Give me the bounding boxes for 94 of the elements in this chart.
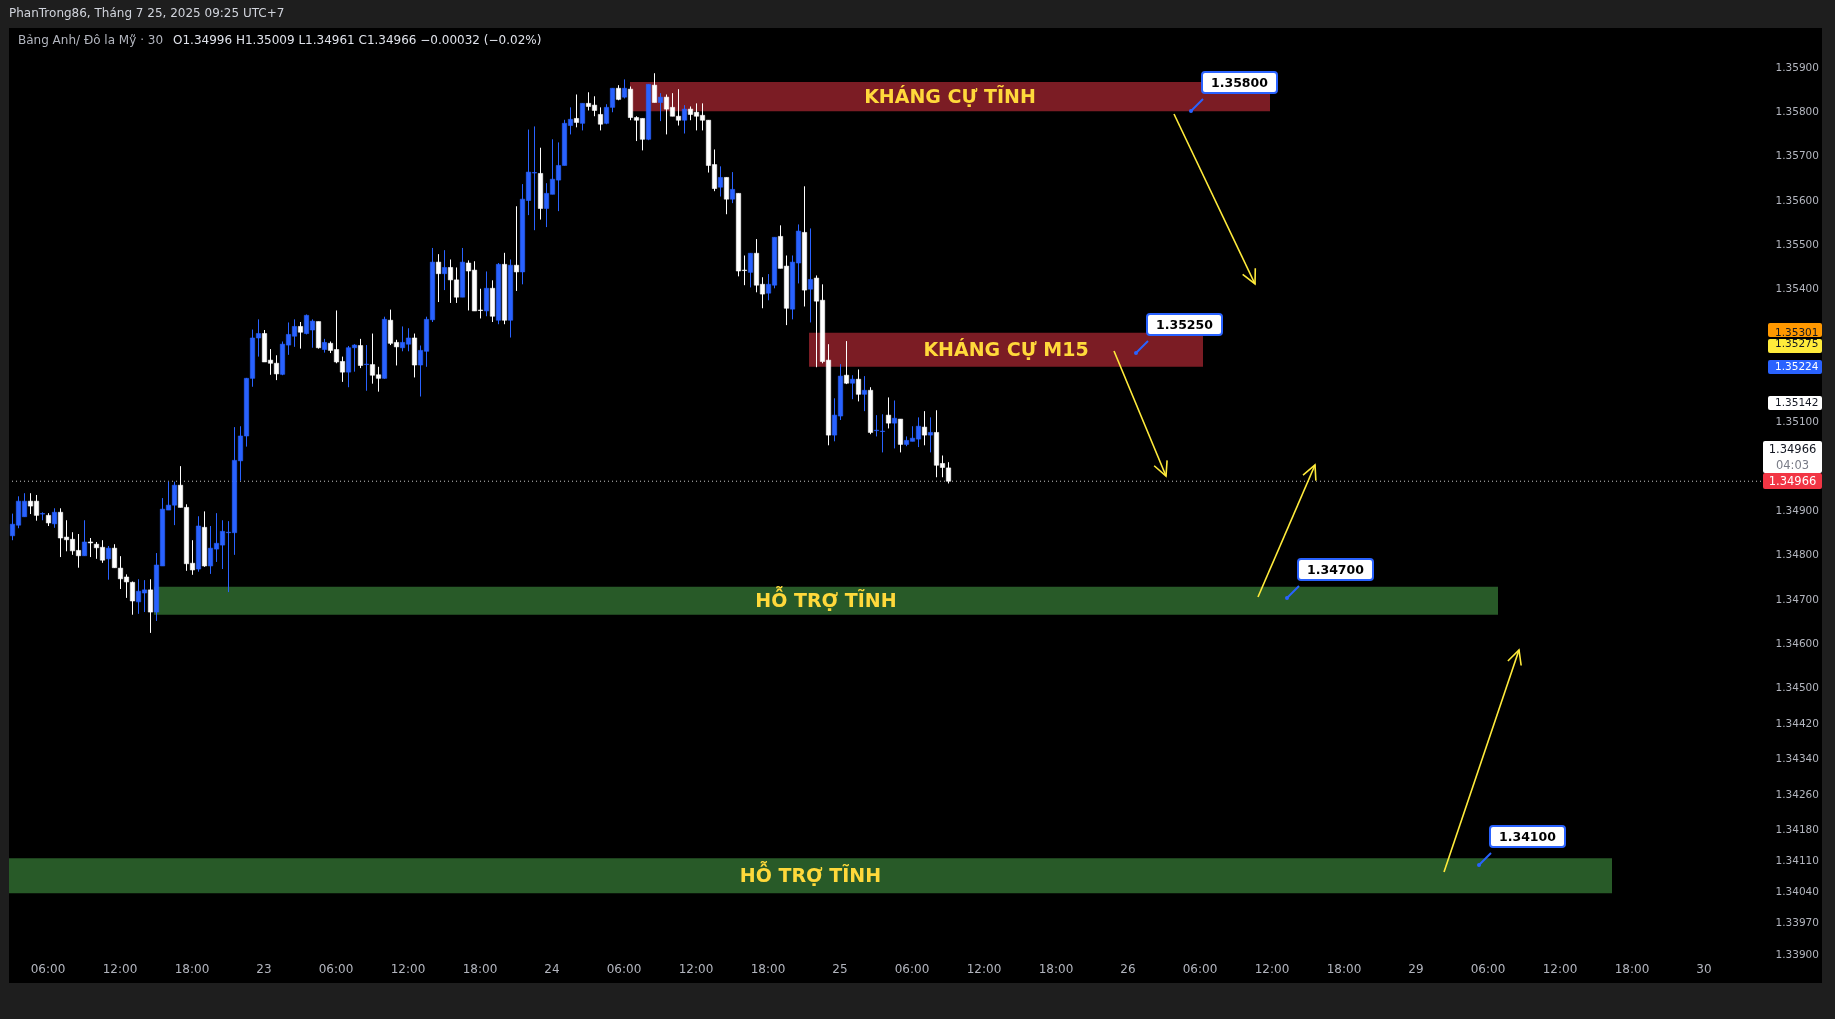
candlestick: [106, 545, 111, 581]
x-tick-label: 12:00: [1542, 961, 1578, 976]
y-tick-label: 1.35700: [1775, 149, 1819, 162]
candlestick: [886, 396, 891, 429]
candlestick: [682, 104, 687, 135]
text: 04:03: [1774, 457, 1811, 474]
x-tick-label: 18:00: [1326, 961, 1362, 976]
candlestick: [514, 205, 519, 292]
candlestick: [436, 253, 441, 303]
candlestick: [442, 249, 447, 291]
y-tick-label: 1.34260: [1775, 787, 1819, 800]
chart-subtitle: O1.34996 H1.35009 L1.34961 C1.34966 −0.00032 (−0.02%): [173, 33, 542, 47]
candlestick: [112, 543, 117, 569]
y-tick-label: 1.35100: [1775, 415, 1819, 428]
y-tick-label: 1.35500: [1775, 237, 1819, 250]
band-label: KHÁNG CỰ TĨNH: [864, 83, 1036, 107]
candlestick: [844, 340, 849, 385]
chart-title: Bảng Anh/ Đô la Mỹ · 30: [18, 33, 164, 47]
y-tick-label: 1.34800: [1775, 548, 1819, 561]
y-tick-label: 1.34110: [1775, 854, 1819, 867]
x-tick-label: 12:00: [678, 961, 714, 976]
x-tick-label: 12:00: [966, 961, 1002, 976]
annotation: 1.34700: [1297, 558, 1374, 581]
band-label: KHÁNG CỰ M15: [923, 337, 1089, 360]
y-tick-label: 1.34700: [1775, 592, 1819, 605]
y-tick-label: 1.34180: [1775, 823, 1819, 836]
candlestick: [658, 92, 663, 122]
y-tick-label: 1.35275: [1775, 337, 1819, 350]
x-tick-label: 18:00: [1038, 961, 1074, 976]
band-label: HỖ TRỢ TĨNH: [739, 859, 882, 886]
x-tick-label: 26: [1120, 961, 1136, 976]
x-tick-label: 12:00: [390, 961, 426, 976]
candlestick: [580, 102, 585, 131]
candlestick: [298, 321, 303, 350]
candlestick: [862, 375, 867, 412]
y-tick-label: 1.33970: [1775, 916, 1819, 929]
y-tick-label: 1.33900: [1775, 947, 1819, 960]
y-tick-label: 1.35142: [1775, 396, 1819, 409]
y-tick-label: 1.34900: [1775, 504, 1819, 516]
x-tick-label: 06:00: [1470, 961, 1506, 976]
x-tick-label: 12:00: [1254, 961, 1290, 976]
candlestick: [88, 537, 93, 558]
x-tick-label: 23: [256, 961, 272, 976]
candlestick: [892, 400, 897, 449]
x-tick-label: 06:00: [318, 961, 354, 976]
x-tick-label: 06:00: [30, 961, 66, 976]
y-tick-label: 1.35800: [1775, 104, 1819, 117]
x-tick-label: 18:00: [1614, 961, 1650, 976]
annotation: 1.35800: [1201, 71, 1278, 94]
y-tick-label: 1.34040: [1775, 885, 1819, 898]
candlestick: [718, 165, 723, 197]
candlestick: [148, 578, 153, 634]
candlestick: [364, 344, 369, 392]
x-tick-label: 30: [1696, 961, 1712, 976]
candlestick: [82, 519, 87, 557]
candlestick: [574, 94, 579, 128]
x-tick-label: 25: [832, 961, 848, 976]
candlestick: [52, 507, 57, 529]
x-tick-label: 18:00: [750, 961, 786, 976]
candlestick: [748, 252, 753, 288]
candlestick: [358, 338, 363, 369]
band-label: HỖ TRỢ TĨNH: [755, 584, 897, 611]
y-tick-label: 1.34340: [1775, 752, 1819, 765]
ref-line-label: 1.34966: [1763, 473, 1822, 490]
candlestick: [856, 368, 861, 402]
x-tick-label: 24: [544, 961, 560, 976]
y-tick-label: 1.34600: [1775, 637, 1819, 650]
candlestick: [928, 416, 933, 453]
candlestick: [850, 374, 855, 400]
annotation: 1.35250: [1146, 313, 1223, 336]
text: 1.34966: [1767, 441, 1818, 458]
text: PhanTrong86, Tháng 7 25, 2025 09:25 UTC+7: [9, 6, 285, 20]
candlestick: [730, 171, 735, 204]
x-tick-label: 06:00: [894, 961, 930, 976]
x-tick-label: 18:00: [174, 961, 210, 976]
y-tick-label: 1.35400: [1775, 282, 1819, 295]
y-tick-label: 1.34500: [1775, 681, 1819, 694]
y-tick-label: 1.35600: [1775, 193, 1819, 206]
candlestick: [598, 106, 603, 131]
y-tick-label: 1.35224: [1775, 359, 1819, 372]
candlestick: [808, 227, 813, 323]
x-tick-label: 12:00: [102, 961, 138, 976]
x-tick-label: 06:00: [606, 961, 642, 976]
candlestick: [922, 410, 927, 446]
x-tick-label: 06:00: [1182, 961, 1218, 976]
candlestick: [652, 72, 657, 103]
y-tick-label: 1.35301: [1775, 325, 1819, 338]
x-tick-label: 18:00: [462, 961, 498, 976]
candlestick: [484, 270, 489, 317]
candlestick: [724, 176, 729, 215]
y-tick-label: 1.35900: [1775, 60, 1819, 73]
annotation: 1.34100: [1489, 825, 1566, 848]
x-tick-label: 29: [1408, 961, 1424, 976]
y-tick-label: 1.34420: [1775, 716, 1819, 729]
